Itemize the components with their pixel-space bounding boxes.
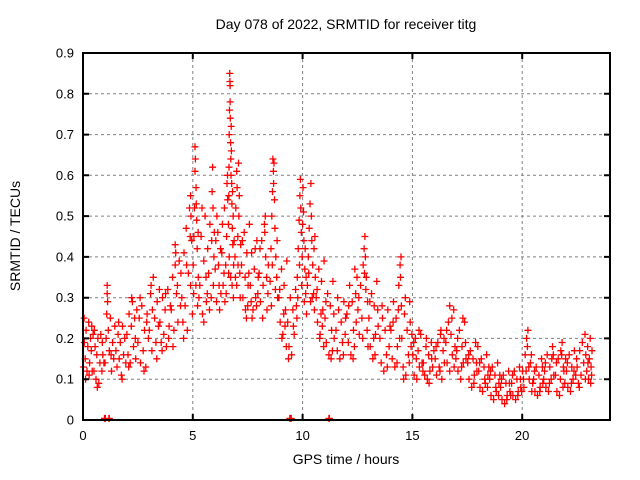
x-tick-label: 0 — [79, 428, 86, 443]
y-axis-label: SRMTID / TECUs — [7, 181, 23, 291]
x-tick-label: 5 — [189, 428, 196, 443]
y-tick-label: 0.8 — [56, 86, 74, 101]
x-tick-label: 15 — [405, 428, 419, 443]
y-tick-label: 0.3 — [56, 290, 74, 305]
y-tick-label: 0.7 — [56, 127, 74, 142]
y-tick-label: 0.2 — [56, 331, 74, 346]
y-tick-label: 0.4 — [56, 249, 74, 264]
scatter-points — [79, 69, 596, 422]
x-tick-label: 10 — [295, 428, 309, 443]
y-tick-label: 0.1 — [56, 372, 74, 387]
y-tick-label: 0.9 — [56, 46, 74, 61]
y-tick-label: 0.6 — [56, 168, 74, 183]
plot-border — [82, 52, 611, 421]
x-tick-label: 20 — [515, 428, 529, 443]
x-axis-label: GPS time / hours — [293, 451, 400, 467]
y-tick-label: 0.5 — [56, 209, 74, 224]
y-tick-label: 0 — [67, 413, 74, 428]
chart-title: Day 078 of 2022, SRMTID for receiver tit… — [216, 16, 477, 32]
tick-marks — [82, 52, 610, 421]
